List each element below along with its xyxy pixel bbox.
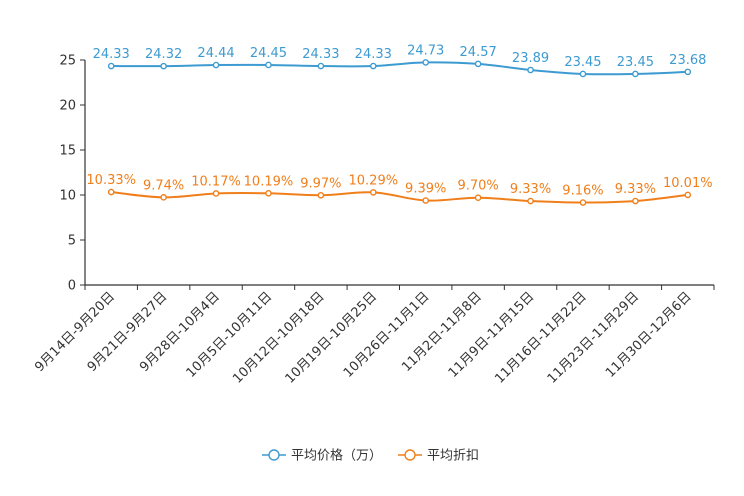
y-tick-label: 5 [68, 234, 76, 249]
x-tick-label: 11月16日-11月22日 [492, 289, 589, 386]
data-point [107, 62, 115, 70]
y-tick-label: 25 [59, 54, 76, 69]
y-tick-label: 10 [59, 189, 76, 204]
legend-item-2: 平均折扣 [398, 449, 479, 464]
data-point [632, 197, 639, 205]
data-point [632, 70, 639, 78]
series-1: 24.33 24.32 24.44 24.45 24.33 24.33 24.73 24.57… [93, 43, 706, 78]
series-2: 10.33% 9.74% 10.17% 10.19% 9.97% 10.29% 9.39% 9… [86, 173, 713, 206]
y-tick-label: 0 [68, 279, 76, 294]
series-layer: 24.33 24.32 24.44 24.45 24.33 24.33 24.73 24.57… [86, 43, 713, 206]
data-point [684, 191, 692, 199]
data-label: 9.97% [300, 176, 341, 191]
data-point [317, 191, 325, 199]
data-label: 24.73 [407, 43, 444, 58]
data-point [474, 194, 482, 201]
data-label: 9.33% [615, 182, 656, 197]
legend-label: 平均价格（万） [291, 448, 382, 464]
data-label: 9.33% [510, 182, 551, 197]
series-line [111, 191, 688, 204]
x-tick-label: 11月23日-11月29日 [545, 289, 642, 386]
data-label: 10.29% [349, 173, 399, 188]
legend-marker [268, 449, 280, 461]
data-point [684, 68, 692, 76]
x-tick-label: 10月19日-10月25日 [283, 289, 380, 386]
axes: 05101520259月14日-9月20日9月21日-9月27日9月28日-10… [32, 54, 715, 387]
x-tick-label: 10月12日-10月18日 [230, 289, 327, 386]
data-point [265, 189, 272, 197]
data-point [212, 61, 220, 69]
data-label: 24.45 [250, 46, 287, 61]
data-label: 23.68 [669, 53, 706, 68]
data-label: 24.44 [197, 46, 234, 61]
data-point [422, 197, 430, 204]
data-label: 23.45 [564, 55, 601, 70]
y-tick-label: 20 [59, 99, 76, 114]
data-label: 24.57 [460, 45, 497, 60]
data-label: 24.32 [145, 47, 182, 62]
legend-item-1: 平均价格（万） [262, 448, 382, 464]
data-point [212, 190, 220, 197]
legend-label: 平均折扣 [427, 449, 479, 464]
data-label: 23.89 [512, 51, 549, 66]
data-point [474, 60, 482, 68]
data-label: 9.74% [143, 178, 184, 193]
data-point [107, 188, 115, 196]
data-label: 24.33 [302, 47, 339, 62]
data-point [527, 197, 534, 205]
data-point [579, 70, 587, 78]
data-point [422, 59, 430, 66]
data-label: 9.70% [457, 179, 498, 194]
data-point [369, 189, 377, 196]
data-point [160, 62, 167, 70]
data-point [265, 61, 272, 69]
data-point [369, 62, 377, 70]
data-point [527, 66, 534, 74]
data-label: 10.19% [244, 174, 294, 189]
data-label: 10.17% [191, 174, 241, 189]
data-label: 10.33% [86, 173, 136, 188]
data-label: 9.39% [405, 181, 446, 196]
data-label: 24.33 [93, 47, 130, 62]
data-label: 24.33 [355, 47, 392, 62]
data-point [160, 194, 167, 201]
data-label: 9.16% [562, 184, 603, 199]
data-label: 10.01% [663, 176, 713, 191]
data-label: 23.45 [617, 55, 654, 70]
data-point [579, 199, 587, 206]
y-tick-label: 15 [59, 144, 76, 159]
legend: 平均价格（万） 平均折扣 [262, 448, 479, 464]
data-point [317, 62, 325, 70]
legend-marker [404, 449, 416, 461]
series-line [111, 61, 688, 76]
